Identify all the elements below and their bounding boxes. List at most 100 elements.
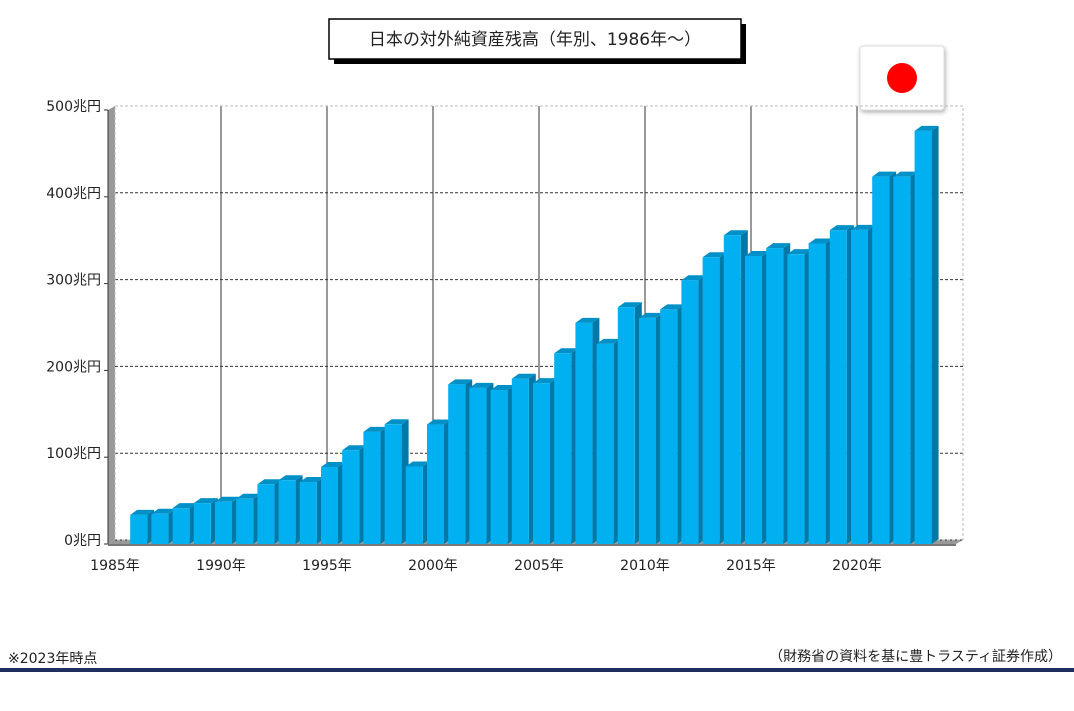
x-tick-label: 2015年	[726, 558, 776, 574]
bar	[405, 466, 423, 544]
bar-top	[278, 475, 303, 481]
bar-top	[554, 348, 579, 354]
bar-top	[914, 125, 939, 131]
bar-top	[427, 419, 451, 425]
bar-side	[931, 125, 939, 545]
y-tick-label: 400兆円	[46, 186, 101, 202]
chart-title: 日本の対外純資産残高（年別、1986年～）	[369, 30, 701, 50]
bar-top	[130, 509, 155, 515]
bar-top	[533, 378, 557, 384]
bar-top	[405, 461, 430, 467]
bar-top	[617, 302, 642, 308]
x-tick-label: 2000年	[408, 558, 458, 574]
bar	[151, 513, 169, 544]
bar-top	[490, 385, 515, 391]
bar-top	[215, 496, 239, 502]
bar	[914, 130, 932, 544]
bar	[384, 424, 402, 544]
bar	[236, 498, 254, 544]
bar	[257, 484, 275, 544]
bar-top	[511, 373, 536, 379]
x-tick-label: 1990年	[196, 558, 246, 574]
bar	[575, 322, 593, 544]
bar	[427, 424, 444, 544]
bar	[533, 383, 550, 544]
bar	[596, 343, 614, 544]
bar	[342, 450, 360, 544]
bar-top	[321, 462, 345, 468]
bar-top	[766, 243, 791, 249]
bar	[130, 514, 148, 544]
bar-top	[872, 171, 897, 177]
x-tick-label: 1995年	[302, 558, 352, 574]
y-tick-label: 0兆円	[64, 533, 101, 549]
bar-top	[681, 275, 706, 281]
y-tick-label: 300兆円	[46, 273, 101, 289]
title-box	[328, 18, 742, 60]
footer-line	[0, 668, 1074, 672]
bar-top	[448, 379, 473, 385]
floor-front	[108, 544, 956, 546]
bar-top	[575, 317, 600, 323]
bar	[172, 508, 190, 544]
bar-top	[808, 238, 833, 244]
bar	[193, 503, 211, 544]
bar	[639, 317, 656, 544]
x-tick-label: 1985年	[90, 558, 140, 574]
bar	[872, 176, 890, 544]
bar-top	[151, 508, 176, 514]
bar-top	[723, 230, 748, 236]
source: （財務省の資料を基に豊トラスティ証券作成）	[769, 648, 1062, 665]
left-wall	[108, 106, 115, 544]
bar	[681, 280, 699, 544]
note: ※2023年時点	[8, 651, 97, 667]
x-tick-label: 2005年	[514, 558, 564, 574]
bar	[893, 176, 911, 544]
bar	[299, 482, 317, 544]
bar	[723, 235, 741, 545]
bar	[511, 378, 529, 544]
bar-top	[193, 498, 218, 504]
bar	[363, 431, 381, 544]
bar	[829, 230, 847, 544]
bar-top	[702, 252, 727, 258]
bar	[787, 254, 805, 544]
bar-top	[660, 304, 685, 310]
x-tick-label: 2020年	[832, 558, 882, 574]
bar-top	[787, 249, 812, 255]
bar	[490, 390, 508, 544]
flag-sun	[887, 63, 917, 93]
bar-top	[299, 477, 324, 483]
bar-top	[342, 445, 367, 451]
bar	[469, 387, 487, 544]
bar-top	[745, 250, 769, 256]
bar-top	[596, 338, 621, 344]
bar-top	[172, 503, 197, 509]
y-tick-label: 200兆円	[46, 359, 101, 375]
bar	[617, 307, 635, 544]
bar	[448, 384, 466, 544]
bar	[321, 467, 338, 544]
y-tick-label: 100兆円	[46, 446, 101, 462]
bar-top	[639, 312, 663, 318]
bar-top	[829, 225, 854, 231]
bar	[808, 243, 826, 544]
bar-top	[851, 224, 875, 230]
bar-top	[236, 493, 261, 499]
bar-top	[257, 479, 282, 485]
x-tick-label: 2010年	[620, 558, 670, 574]
bar-top	[363, 426, 388, 432]
bar	[660, 309, 678, 544]
bar	[851, 229, 868, 545]
bar	[215, 501, 232, 544]
bar-top	[893, 171, 918, 177]
bar	[766, 248, 784, 544]
bar	[554, 353, 572, 544]
y-tick-label: 500兆円	[46, 99, 101, 115]
bar	[745, 255, 762, 544]
bar-top	[384, 419, 409, 425]
bar	[278, 480, 296, 544]
bar-top	[469, 382, 494, 388]
bar	[702, 257, 720, 544]
